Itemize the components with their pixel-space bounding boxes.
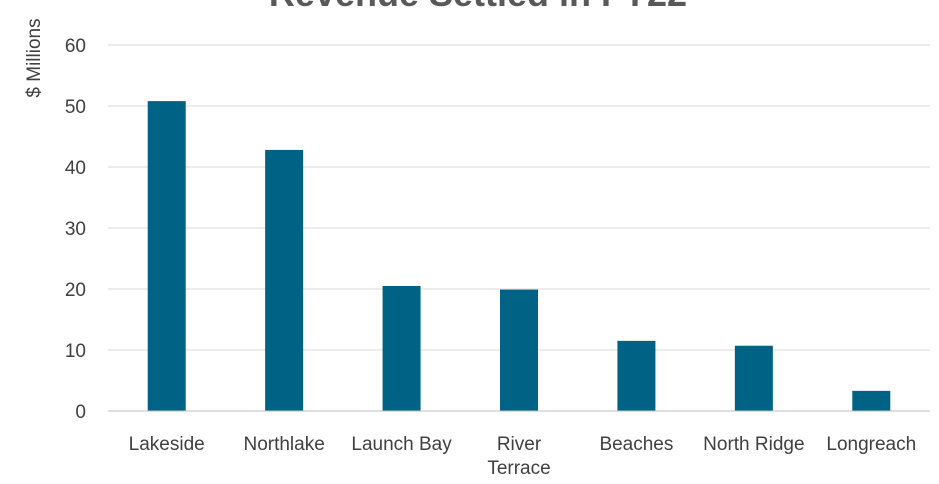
y-tick-label: 50 (65, 97, 86, 118)
bar-north-ridge (734, 345, 773, 411)
y-tick-labels: 0 10 20 30 40 50 60 (65, 36, 86, 423)
category-label: Northlake (243, 434, 324, 455)
category-labels: Lakeside Northlake Launch Bay River Terrace B… (129, 434, 917, 479)
bars (147, 101, 891, 412)
y-tick-label: 40 (65, 158, 86, 179)
category-label: Launch Bay (351, 434, 452, 455)
bar-beaches (617, 340, 656, 411)
gridlines (108, 44, 930, 351)
category-label: Longreach (826, 434, 916, 455)
category-label: North Ridge (703, 434, 804, 455)
chart-title: Revenue Settled in FY22 (269, 0, 687, 14)
bar-lakeside (147, 101, 186, 412)
bar-longreach (852, 390, 891, 411)
bar-northlake (265, 149, 304, 412)
y-axis-label: $ Millions (24, 18, 45, 97)
bar-river-terrace (500, 289, 538, 411)
bar-launch-bay (382, 285, 421, 411)
y-tick-label: 30 (65, 219, 86, 240)
category-label: Beaches (599, 434, 673, 455)
y-tick-label: 20 (65, 280, 86, 301)
category-label: Lakeside (129, 434, 205, 455)
y-tick-label: 60 (65, 36, 86, 57)
category-label: River Terrace (487, 434, 550, 479)
y-tick-label: 0 (75, 402, 86, 423)
y-tick-label: 10 (65, 341, 86, 362)
